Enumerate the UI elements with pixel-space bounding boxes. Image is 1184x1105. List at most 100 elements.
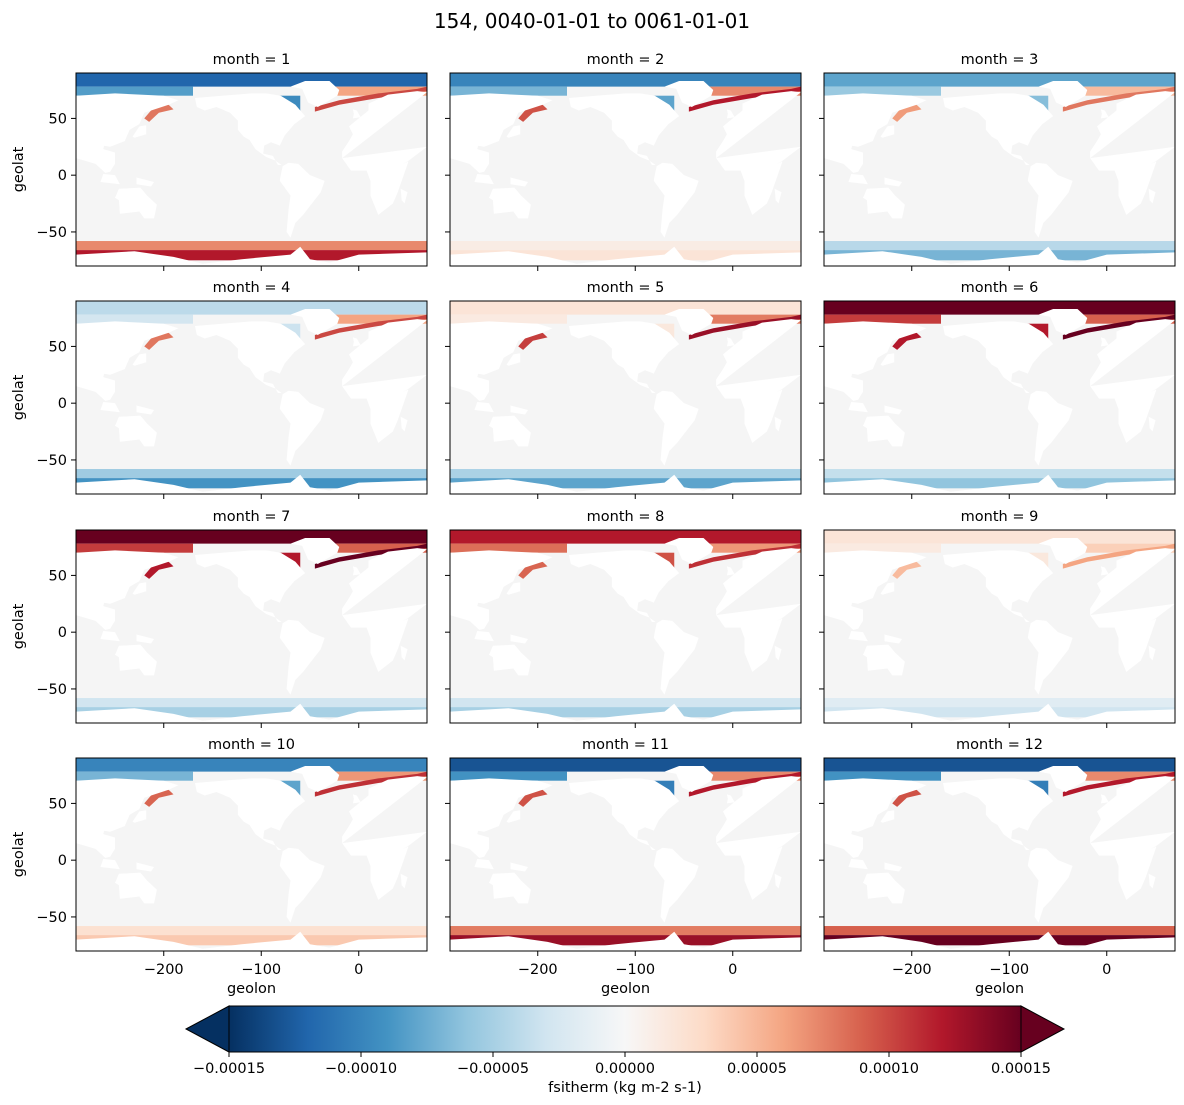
land-africa-eurasia [716,776,801,844]
antarctica [76,931,427,951]
land-asia-northeast [450,778,553,832]
panel-month-8: month = 8 [445,509,802,728]
panel-title: month = 2 [587,52,665,68]
land-indonesia [100,174,120,185]
southern-ocean-inner [450,250,801,261]
land-north-america [942,550,1054,622]
panel-map [450,73,801,266]
land-uk [352,566,361,576]
land-uk [1100,566,1109,576]
land-africa-east [716,374,801,443]
land-new-guinea [136,405,154,415]
arctic-atlantic-band [684,771,801,781]
southern-ocean-inner [824,250,1175,261]
land-greenland [664,308,714,336]
y-axis-label: geolat [11,603,27,649]
okhotsk-ice-edge [144,104,174,122]
land-asia-northeast [450,321,553,375]
land-uk [726,337,735,347]
land-africa-eurasia [342,548,427,616]
arctic-pacific-band [76,314,193,324]
antarctica [450,931,801,951]
panel-month-3: month = 3 [819,52,1176,271]
land-uk [352,109,361,119]
x-tick-label: 0 [728,962,737,978]
land-japan [506,353,521,366]
land-greenland [290,308,340,336]
land-indonesia [848,174,868,185]
land-new-guinea [884,405,902,415]
land-africa-eurasia [342,776,427,844]
southern-ocean-inner [450,478,801,489]
arctic-pacific-band [76,771,193,781]
okhotsk-ice-edge [518,332,548,350]
land-asia-northeast [450,550,553,604]
land-africa-eurasia [716,319,801,387]
land-japan [132,810,147,823]
land-madagascar [774,188,782,204]
colorbar-label: fsitherm (kg m-2 s-1) [548,1080,702,1096]
y-tick-label: 0 [58,853,67,869]
land-africa-east [342,374,427,443]
antarctica [450,246,801,266]
land-asia-northeast [824,778,927,832]
arctic-atlantic-band [1058,543,1175,553]
land-new-guinea [136,634,154,644]
land-south-america [1027,847,1073,923]
panel-map [76,301,427,494]
panel-map [76,73,427,266]
panel-frame [823,300,1176,495]
southern-ocean-inner [824,707,1175,718]
land-indonesia [100,859,120,870]
southern-ocean-inner [824,478,1175,489]
panel-map [824,758,1175,951]
land-new-guinea [884,634,902,644]
okhotsk-ice-edge [892,789,922,807]
land-new-guinea [884,862,902,872]
land-south-america [1027,162,1073,238]
y-axis-label: geolat [11,831,27,877]
land-australia [489,872,531,904]
arctic-pacific-band [450,314,567,324]
panel-title: month = 3 [961,52,1039,68]
okhotsk-ice-edge [518,104,548,122]
okhotsk-ice-edge [144,332,174,350]
land-south-america [653,162,699,238]
land-australia [115,872,157,904]
land-australia [863,872,905,904]
y-tick-label: 50 [49,339,67,355]
y-axis-label: geolat [11,146,27,192]
panel-map [450,758,801,951]
arctic-band [76,758,427,772]
x-tick-label: 0 [354,962,363,978]
panel-frame [75,72,428,267]
land-greenland [290,80,340,108]
colorbar-tick-label: −0.00005 [457,1061,529,1077]
arctic-atlantic-band [310,314,427,324]
arctic-band [450,73,801,87]
antarctica [824,703,1175,723]
southern-ocean-outer [824,469,1175,479]
land-madagascar [774,873,782,889]
land-uk [726,566,735,576]
land-asia-northeast [824,93,927,147]
y-tick-label: −50 [36,453,67,469]
land-australia [863,644,905,676]
land-south-america [653,619,699,695]
atlantic-ice-edge [688,543,801,569]
atlantic-ice-edge [314,543,427,569]
panel-frame [449,300,802,495]
land-south-america [279,162,325,238]
land-new-guinea [136,862,154,872]
land-greenland [1038,765,1088,793]
land-uk [1100,337,1109,347]
colorbar-tick-label: 0.00005 [727,1061,787,1077]
panel-title: month = 8 [587,509,665,525]
panel-title: month = 7 [213,509,291,525]
land-australia [489,644,531,676]
arctic-atlantic-band [684,86,801,96]
okhotsk-ice-edge [518,561,548,579]
colorbar-tick-label: 0.00015 [991,1061,1051,1077]
land-japan [506,810,521,823]
land-greenland [1038,80,1088,108]
